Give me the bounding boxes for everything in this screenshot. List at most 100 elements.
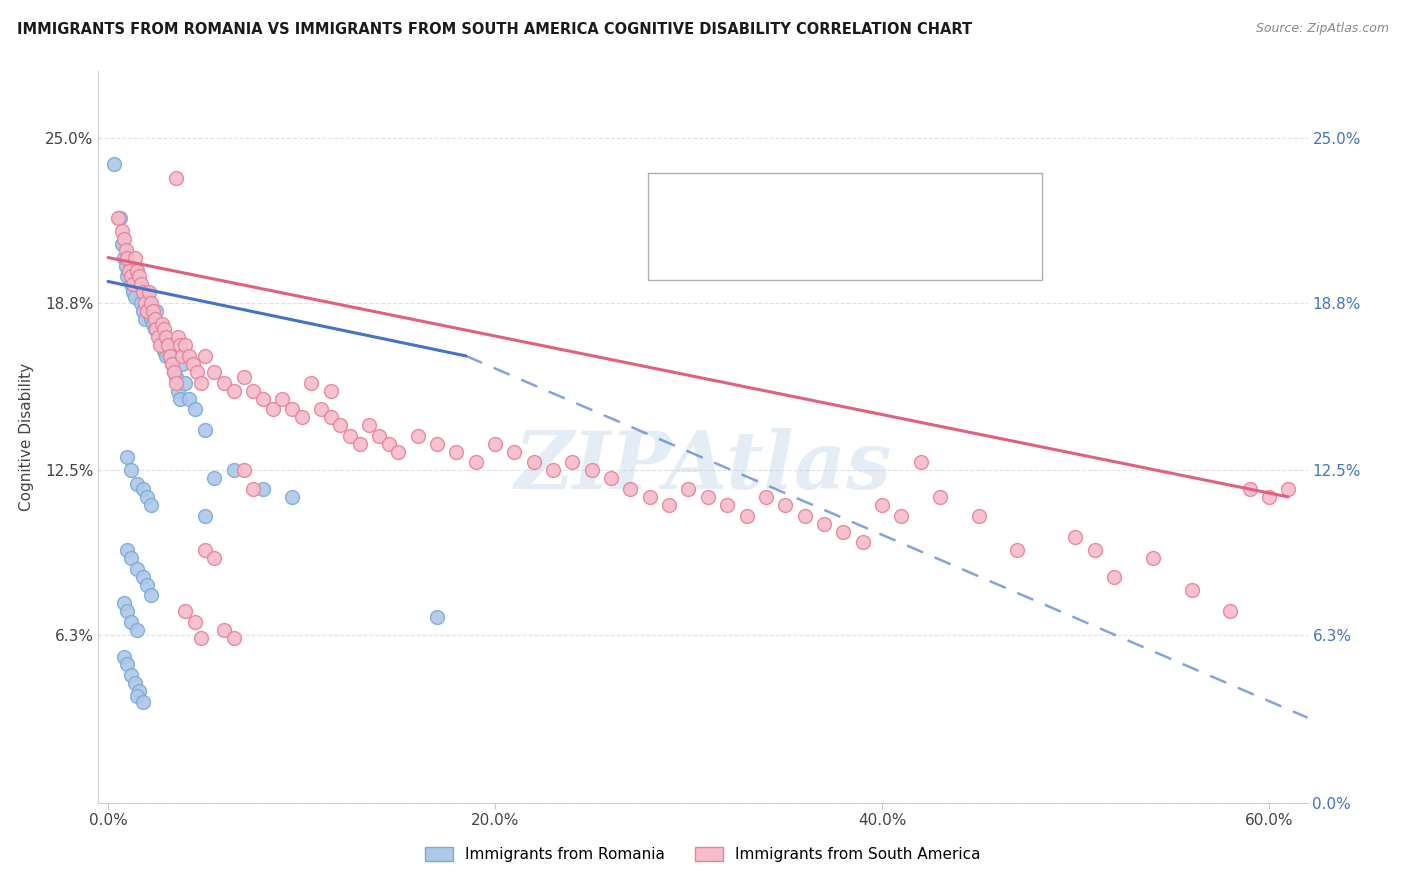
- Point: [1277, 482, 1299, 496]
- Point: [117, 657, 139, 672]
- Point: [157, 338, 180, 352]
- Point: [135, 490, 157, 504]
- Point: [271, 392, 294, 406]
- Point: [184, 402, 207, 417]
- Point: [111, 237, 134, 252]
- Point: [1142, 551, 1164, 566]
- Point: [138, 285, 160, 299]
- Point: [793, 508, 815, 523]
- Point: [155, 349, 177, 363]
- Point: [159, 349, 181, 363]
- Point: [222, 384, 245, 398]
- Point: [114, 259, 136, 273]
- Point: [1219, 604, 1241, 618]
- Point: [132, 285, 155, 299]
- Point: [170, 349, 193, 363]
- Point: [117, 604, 139, 618]
- Point: [127, 476, 149, 491]
- Point: [128, 269, 150, 284]
- Point: [148, 317, 170, 331]
- Point: [169, 338, 191, 352]
- Point: [910, 455, 932, 469]
- Point: [290, 410, 312, 425]
- Point: [813, 516, 835, 531]
- Point: [132, 303, 155, 318]
- Point: [145, 303, 167, 318]
- Point: [426, 609, 449, 624]
- Point: [127, 264, 149, 278]
- Point: [138, 295, 160, 310]
- Point: [142, 303, 165, 318]
- Point: [111, 224, 134, 238]
- Point: [174, 604, 197, 618]
- Point: [222, 631, 245, 645]
- Point: [132, 570, 155, 584]
- Text: IMMIGRANTS FROM ROMANIA VS IMMIGRANTS FROM SOUTH AMERICA COGNITIVE DISABILITY CO: IMMIGRANTS FROM ROMANIA VS IMMIGRANTS FR…: [17, 22, 972, 37]
- Point: [124, 290, 146, 304]
- Point: [194, 424, 217, 438]
- Text: R =  -0.58    N = 106: R = -0.58 N = 106: [718, 240, 879, 255]
- Point: [426, 436, 449, 450]
- Point: [184, 615, 207, 629]
- Point: [148, 330, 170, 344]
- Point: [114, 243, 136, 257]
- Point: [190, 631, 212, 645]
- Point: [638, 490, 661, 504]
- Point: [523, 455, 546, 469]
- Point: [139, 311, 162, 326]
- Point: [242, 482, 264, 496]
- Point: [143, 322, 166, 336]
- Point: [299, 376, 322, 390]
- Point: [117, 543, 139, 558]
- Point: [252, 482, 274, 496]
- Text: ZIPAtlas: ZIPAtlas: [515, 427, 891, 505]
- Point: [309, 402, 332, 417]
- Y-axis label: Cognitive Disability: Cognitive Disability: [20, 363, 34, 511]
- Point: [163, 365, 186, 379]
- Point: [160, 357, 183, 371]
- Point: [186, 365, 208, 379]
- Point: [118, 264, 141, 278]
- Point: [212, 376, 235, 390]
- Point: [174, 338, 197, 352]
- Point: [157, 338, 180, 352]
- Point: [112, 649, 135, 664]
- Point: [122, 285, 145, 299]
- Point: [377, 436, 399, 450]
- Point: [387, 444, 409, 458]
- Point: [678, 482, 700, 496]
- Point: [929, 490, 952, 504]
- Point: [112, 251, 135, 265]
- Point: [755, 490, 778, 504]
- Point: [120, 269, 142, 284]
- Point: [153, 322, 176, 336]
- Point: [149, 330, 172, 344]
- Point: [1084, 543, 1107, 558]
- Point: [127, 690, 149, 704]
- Point: [163, 365, 186, 379]
- Point: [204, 551, 226, 566]
- Point: [541, 463, 564, 477]
- Point: [153, 343, 176, 358]
- Point: [142, 317, 165, 331]
- Point: [581, 463, 603, 477]
- Point: [281, 490, 304, 504]
- Point: [150, 338, 173, 352]
- Point: [160, 357, 183, 371]
- Point: [165, 170, 187, 185]
- Point: [319, 384, 342, 398]
- Point: [159, 349, 181, 363]
- Point: [190, 376, 212, 390]
- Point: [165, 376, 187, 390]
- Point: [232, 463, 254, 477]
- Point: [773, 498, 796, 512]
- Point: [368, 429, 391, 443]
- Point: [179, 349, 201, 363]
- Point: [135, 285, 157, 299]
- Point: [890, 508, 912, 523]
- Point: [149, 338, 172, 352]
- Point: [832, 524, 855, 539]
- Point: [406, 429, 429, 443]
- Point: [204, 365, 226, 379]
- Point: [222, 463, 245, 477]
